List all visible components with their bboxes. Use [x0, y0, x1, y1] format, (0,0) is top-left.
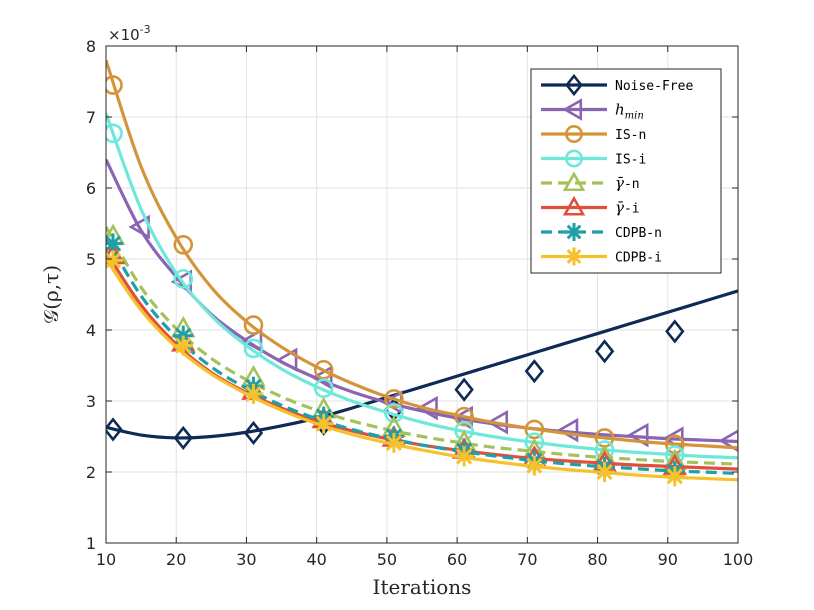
series-line [106, 258, 738, 482]
legend-marker [565, 149, 583, 168]
x-tick-label: 20 [166, 550, 186, 569]
data-point [313, 413, 334, 434]
legend-label: CDPB-i [615, 251, 662, 266]
x-tick-label: 40 [306, 550, 326, 569]
legend-marker [565, 125, 583, 143]
data-point [243, 315, 264, 335]
legend-entry: CDPB-i [541, 247, 662, 266]
x-tick-label: 10 [96, 550, 116, 569]
y-tick-label: 6 [86, 179, 96, 198]
legend-entry: IS-n [541, 125, 646, 143]
data-point [524, 455, 545, 476]
y-tick-label: 8 [86, 37, 96, 56]
y-tick-label: 2 [86, 463, 96, 482]
legend-label: CDPB-n [615, 226, 662, 241]
series-line [106, 59, 738, 450]
data-point [664, 466, 685, 487]
data-point [243, 338, 264, 359]
legend-marker [562, 171, 586, 192]
data-point [173, 335, 194, 356]
x-tick-label: 90 [658, 550, 678, 569]
data-point [454, 377, 474, 402]
data-point [524, 419, 545, 440]
data-point [275, 347, 298, 373]
data-point [313, 378, 334, 399]
data-point [173, 235, 194, 255]
legend: Noise-Free hmin IS-n IS-i γ̄-n γ̄-i CDPB-n CDPB… [530, 68, 722, 274]
x-tick-label: 30 [236, 550, 256, 569]
y-tick-label: 4 [86, 321, 96, 340]
data-point [416, 395, 438, 421]
data-point [384, 403, 404, 423]
x-tick-label: 50 [377, 550, 397, 569]
x-tick-label: 70 [517, 550, 537, 569]
legend-entry: γ̄-n [541, 171, 640, 192]
x-tick-label: 100 [723, 550, 754, 569]
y-exponent-power: -3 [140, 23, 151, 36]
data-point [594, 462, 615, 482]
x-axis-label: Iterations [373, 575, 472, 599]
legend-entry: IS-i [541, 149, 646, 168]
series-line [106, 236, 738, 476]
y-tick-label: 3 [86, 392, 96, 411]
y-axis-label: 𝒢(ρ,τ) [39, 265, 63, 324]
data-point [173, 269, 194, 289]
legend-entry: γ̄-i [541, 195, 640, 217]
legend-entry: hmin [541, 98, 644, 122]
data-point [524, 359, 545, 384]
legend-marker [565, 73, 583, 97]
legend-label: IS-n [615, 128, 646, 143]
legend-label: IS-i [615, 153, 646, 168]
data-point [173, 425, 193, 451]
data-point [243, 420, 264, 446]
data-point [240, 328, 263, 353]
legend-entry: CDPB-n [541, 223, 662, 241]
legend-label: hmin [615, 101, 644, 122]
series-cdpb-i [106, 250, 738, 487]
y-tick-label: 1 [86, 534, 96, 553]
data-point [106, 233, 124, 254]
legend-label: γ̄-n [615, 174, 640, 192]
y-exponent-base: ×10 [108, 26, 140, 44]
y-tick-label: 5 [86, 250, 96, 269]
series-is-n [106, 59, 738, 455]
data-point [454, 406, 474, 427]
series-is-i [106, 112, 738, 465]
legend-marker [562, 98, 583, 121]
y-tick-label: 7 [86, 108, 96, 127]
data-point [313, 359, 334, 380]
legend-marker [565, 223, 583, 241]
legend-marker [562, 195, 586, 216]
data-point [594, 339, 615, 364]
legend-label: Noise-Free [615, 79, 693, 94]
series-line [106, 226, 738, 466]
y-axis-exponent: ×10-3 [108, 23, 151, 44]
legend-label: γ̄-i [615, 199, 640, 217]
data-point [311, 365, 333, 390]
legend-marker [565, 247, 583, 266]
series-line [106, 289, 738, 440]
data-point [106, 75, 123, 95]
legend-entry: Noise-Free [541, 73, 693, 97]
x-tick-label: 80 [587, 550, 607, 569]
data-point [106, 250, 124, 271]
plot-frame [105, 45, 739, 544]
data-point [486, 410, 509, 435]
data-point [665, 319, 685, 344]
data-point [243, 383, 264, 404]
data-point [106, 417, 123, 442]
data-point [454, 446, 475, 467]
tick-labels: 10 20 30 40 50 60 70 80 90 100 1 2 3 4 5 6 7 8 [86, 37, 753, 569]
legend-box [530, 68, 722, 274]
series-line [106, 112, 738, 460]
data-point [106, 123, 123, 144]
series-layer [106, 59, 738, 487]
data-point [384, 389, 404, 409]
data-point [383, 432, 404, 453]
x-tick-label: 60 [447, 550, 467, 569]
